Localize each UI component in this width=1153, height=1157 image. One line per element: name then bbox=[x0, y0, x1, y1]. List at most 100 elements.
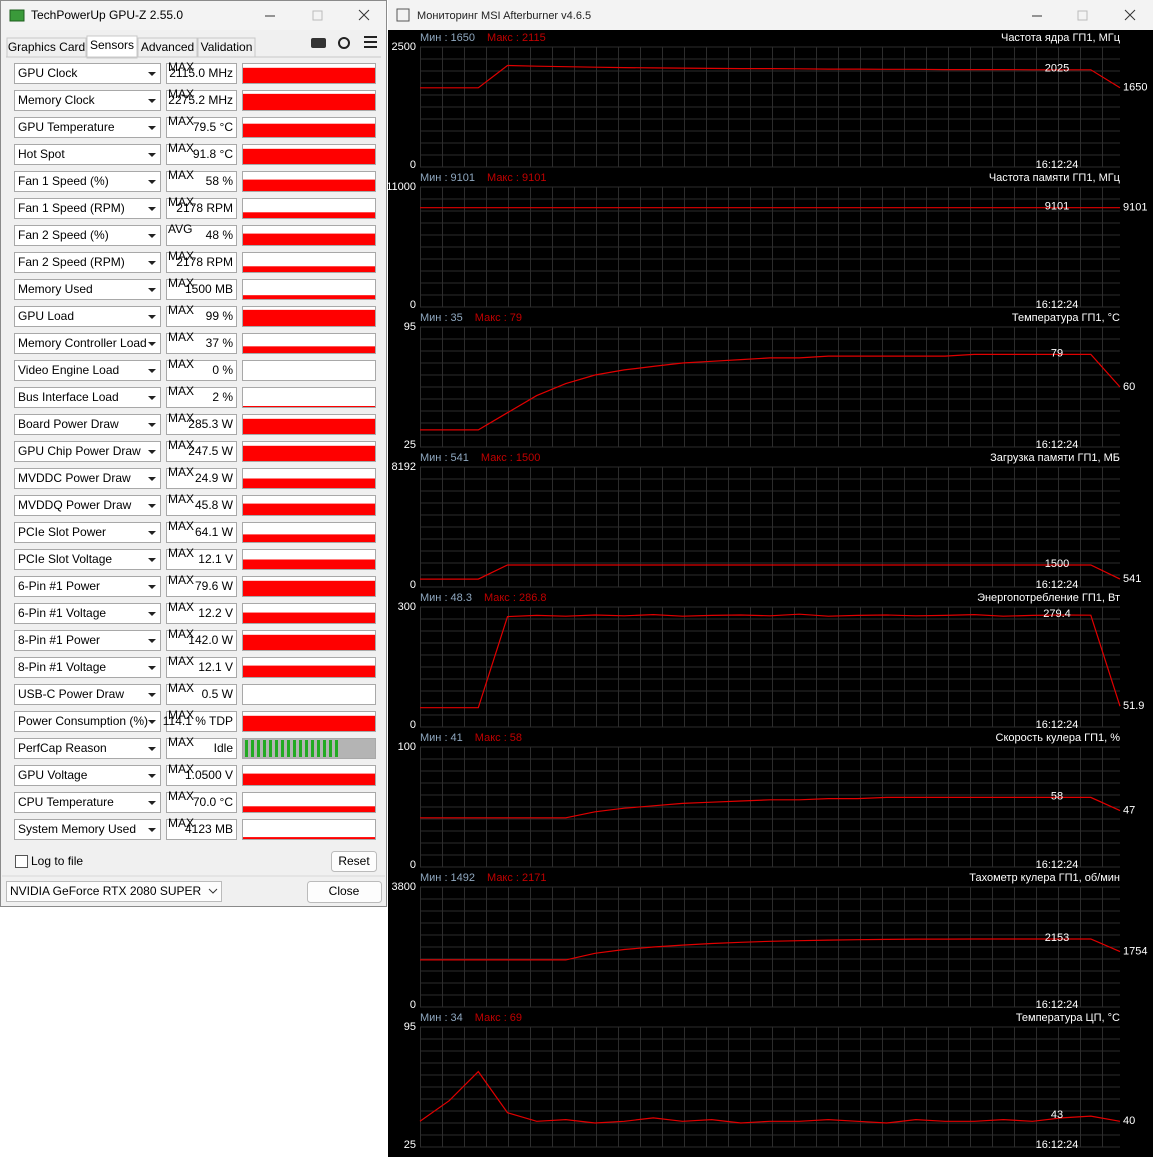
camera-icon[interactable] bbox=[311, 38, 326, 48]
sensor-stat: MAX bbox=[168, 600, 194, 614]
monitor-graph: Мин : 1492 Макс : 2171 Тахометр кулера ГП1… bbox=[392, 872, 1148, 1011]
maximize-icon bbox=[312, 10, 323, 21]
dropdown-arrow[interactable] bbox=[148, 531, 156, 535]
sensor-name-box[interactable] bbox=[14, 495, 161, 516]
dropdown-arrow[interactable] bbox=[148, 477, 156, 481]
dropdown-arrow[interactable] bbox=[148, 504, 156, 508]
close-label[interactable]: Close bbox=[329, 884, 360, 898]
sensor-name-box[interactable] bbox=[14, 387, 161, 408]
sensor-name-box[interactable] bbox=[14, 819, 161, 840]
dropdown-arrow[interactable] bbox=[148, 261, 156, 265]
sensor-name-box[interactable] bbox=[14, 333, 161, 354]
ab-title-bar bbox=[388, 0, 1153, 30]
max-label: Макс : 79 bbox=[475, 312, 522, 324]
dropdown-arrow[interactable] bbox=[148, 612, 156, 616]
sensor-graph-fill bbox=[243, 773, 375, 785]
refresh-icon[interactable] bbox=[338, 37, 350, 49]
dropdown-arrow[interactable] bbox=[148, 450, 156, 454]
sensor-name-box[interactable] bbox=[14, 711, 161, 732]
tab-label[interactable]: Sensors bbox=[90, 38, 134, 52]
dropdown-arrow[interactable] bbox=[148, 801, 156, 805]
ab-background bbox=[388, 30, 1153, 1157]
reset-button[interactable] bbox=[331, 851, 377, 872]
sensor-value-box bbox=[166, 468, 237, 489]
dropdown-arrow[interactable] bbox=[148, 585, 156, 589]
dropdown-arrow[interactable] bbox=[148, 153, 156, 157]
sensor-name-box[interactable] bbox=[14, 603, 161, 624]
sensor-name-box[interactable] bbox=[14, 198, 161, 219]
sensor-name-box[interactable] bbox=[14, 252, 161, 273]
log-checkbox[interactable] bbox=[15, 855, 28, 868]
dropdown-arrow[interactable] bbox=[148, 639, 156, 643]
sensor-name-box[interactable] bbox=[14, 657, 161, 678]
sensor-name: GPU Temperature bbox=[18, 120, 115, 134]
dropdown-arrow[interactable] bbox=[148, 720, 156, 724]
sensor-name-box[interactable] bbox=[14, 441, 161, 462]
sensor-name-box[interactable] bbox=[14, 360, 161, 381]
dropdown-arrow[interactable] bbox=[148, 72, 156, 76]
dropdown-arrow[interactable] bbox=[148, 180, 156, 184]
dropdown-arrow[interactable] bbox=[148, 126, 156, 130]
sensor-value: 2115.0 MHz bbox=[169, 66, 233, 80]
sensor-name-box[interactable] bbox=[14, 306, 161, 327]
gpu-select[interactable] bbox=[6, 881, 222, 902]
sensor-name-box[interactable] bbox=[14, 765, 161, 786]
sensor-name-box[interactable] bbox=[14, 738, 161, 759]
dropdown-arrow[interactable] bbox=[148, 234, 156, 238]
dropdown-arrow[interactable] bbox=[148, 558, 156, 562]
graph-name: Энергопотребление ГП1, Вт bbox=[977, 592, 1120, 604]
sensor-value-box bbox=[166, 441, 237, 462]
dropdown-arrow[interactable] bbox=[148, 207, 156, 211]
tab-label[interactable]: Advanced bbox=[141, 40, 194, 54]
menu-icon[interactable] bbox=[364, 36, 377, 48]
sensor-name-box[interactable] bbox=[14, 630, 161, 651]
dropdown-arrow[interactable] bbox=[148, 693, 156, 697]
sensor-name-box[interactable] bbox=[14, 792, 161, 813]
sensor-graph-fill bbox=[243, 148, 375, 164]
gpu-select-arrow[interactable] bbox=[208, 888, 218, 894]
sensor-graph-fill bbox=[243, 580, 375, 596]
sensor-name-box[interactable] bbox=[14, 117, 161, 138]
reset-label[interactable]: Reset bbox=[338, 854, 370, 868]
sensor-name-box[interactable] bbox=[14, 549, 161, 570]
current-value: 1650 bbox=[1123, 82, 1147, 94]
dropdown-arrow[interactable] bbox=[148, 99, 156, 103]
sensor-name-box[interactable] bbox=[14, 90, 161, 111]
sensor-name-box[interactable] bbox=[14, 144, 161, 165]
sensor-stat: MAX bbox=[168, 816, 194, 830]
y-max-label: 95 bbox=[404, 321, 416, 333]
sensor-name-box[interactable] bbox=[14, 684, 161, 705]
dropdown-arrow[interactable] bbox=[148, 342, 156, 346]
sensor-name-box[interactable] bbox=[14, 279, 161, 300]
dropdown-arrow[interactable] bbox=[148, 774, 156, 778]
dropdown-arrow[interactable] bbox=[148, 828, 156, 832]
ab-close-icon[interactable] bbox=[1124, 9, 1136, 21]
sensor-name-box[interactable] bbox=[14, 522, 161, 543]
sensor-name-box[interactable] bbox=[14, 225, 161, 246]
sensor-stat: MAX bbox=[168, 87, 194, 101]
dropdown-arrow[interactable] bbox=[148, 666, 156, 670]
dropdown-arrow[interactable] bbox=[148, 396, 156, 400]
sensor-name-box[interactable] bbox=[14, 576, 161, 597]
close-icon[interactable] bbox=[358, 9, 370, 21]
sensor-name-box[interactable] bbox=[14, 171, 161, 192]
sensor-stat: MAX bbox=[168, 438, 194, 452]
sensor-value-box bbox=[166, 306, 237, 327]
dropdown-arrow[interactable] bbox=[148, 315, 156, 319]
dropdown-arrow[interactable] bbox=[148, 423, 156, 427]
tab[interactable] bbox=[86, 35, 138, 59]
dropdown-arrow[interactable] bbox=[148, 288, 156, 292]
sensor-name: Memory Used bbox=[18, 282, 93, 296]
sensor-name-box[interactable] bbox=[14, 468, 161, 489]
tab-label[interactable]: Graphics Card bbox=[8, 40, 85, 54]
tab-label[interactable]: Validation bbox=[201, 40, 253, 54]
sensor-graph-fill bbox=[243, 534, 375, 542]
dropdown-arrow[interactable] bbox=[148, 747, 156, 751]
sensor-name-box[interactable] bbox=[14, 63, 161, 84]
sensor-name-box[interactable] bbox=[14, 414, 161, 435]
dropdown-arrow[interactable] bbox=[148, 369, 156, 373]
log-label[interactable]: Log to file bbox=[31, 854, 83, 868]
close-button[interactable] bbox=[307, 881, 382, 903]
